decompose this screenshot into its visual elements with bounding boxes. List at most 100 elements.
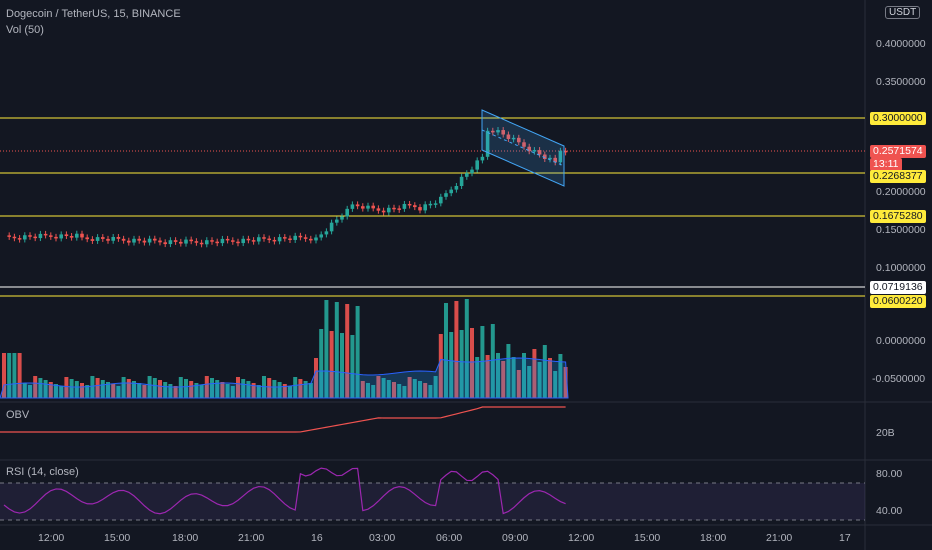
candle-body — [111, 236, 115, 241]
current-price-tag[interactable]: 0.2571574 — [870, 145, 926, 158]
volume-legend[interactable]: Vol (50) — [6, 24, 44, 36]
obv-legend[interactable]: OBV — [6, 409, 30, 421]
time-label: 03:00 — [369, 532, 396, 544]
volume-bar — [132, 381, 136, 398]
candle-body — [335, 219, 339, 223]
candle-body — [350, 204, 355, 209]
volume-bar — [308, 383, 313, 398]
volume-bar — [267, 378, 272, 398]
time-label: 21:00 — [766, 532, 793, 544]
candle-body — [236, 241, 240, 244]
candle-body — [153, 238, 157, 241]
candle-body — [179, 241, 183, 244]
candle-body — [381, 210, 386, 213]
candle-body — [548, 157, 552, 160]
candle-body — [194, 241, 199, 243]
time-label: 12:00 — [568, 532, 595, 544]
level-tag-5[interactable]: 0.0600220 — [870, 295, 926, 308]
candle-body — [116, 236, 121, 239]
candle-body — [23, 235, 27, 240]
time-label: 15:00 — [104, 532, 131, 544]
candle-body — [480, 156, 485, 161]
volume-bar — [454, 301, 459, 398]
candle-body — [423, 204, 427, 211]
rsi-line — [3, 467, 566, 515]
obv-axis-label: 20B — [876, 427, 895, 439]
candle-body — [173, 240, 178, 242]
volume-bar — [438, 334, 443, 398]
volume-bar — [485, 355, 490, 398]
candle-body — [95, 237, 100, 241]
volume-bar — [501, 361, 506, 398]
price-tick: -0.0500000 — [872, 373, 926, 385]
volume-bar — [381, 378, 386, 398]
volume-bar — [366, 383, 370, 398]
candle-body — [506, 134, 511, 139]
candle-body — [537, 150, 542, 155]
volume-bar — [475, 357, 480, 398]
candle-body — [132, 238, 136, 243]
volume-bar — [173, 386, 178, 398]
volume-bar — [246, 381, 251, 398]
volume-bar — [496, 353, 500, 398]
price-tick: 0.1000000 — [876, 262, 926, 274]
level-tag-2[interactable]: 0.2268377 — [870, 170, 926, 183]
symbol-title[interactable]: Dogecoin / TetherUS, 15, BINANCE — [6, 8, 181, 20]
volume-bar — [444, 303, 448, 398]
rsi-axis-label-40: 40.00 — [876, 505, 903, 517]
candle-body — [257, 237, 261, 242]
candle-body — [418, 207, 422, 211]
time-label: 09:00 — [502, 532, 529, 544]
volume-bar — [54, 384, 58, 398]
candle-body — [345, 208, 349, 217]
volume-bar — [7, 353, 12, 398]
volume-bar — [548, 358, 552, 398]
volume-bar — [355, 306, 360, 398]
candle-body — [225, 238, 230, 241]
candle-body — [428, 203, 433, 206]
volume-bar — [194, 383, 199, 398]
candle-body — [444, 193, 448, 197]
currency-badge[interactable]: USDT — [885, 6, 921, 19]
volume-bar — [168, 384, 173, 398]
volume-bar — [215, 380, 220, 398]
candle-body — [501, 130, 505, 135]
volume-bar — [126, 379, 131, 398]
candle-body — [28, 235, 32, 237]
rsi-legend[interactable]: RSI (14, close) — [6, 466, 79, 478]
volume-bar — [282, 384, 287, 398]
volume-bar — [392, 382, 396, 398]
volume-bar — [386, 380, 391, 398]
candle-body — [7, 235, 11, 237]
volume-bar — [433, 376, 438, 398]
candle-body — [43, 233, 48, 236]
level-tag-4[interactable]: 0.0719136 — [870, 281, 926, 294]
candle-body — [127, 240, 131, 243]
volume-bar — [350, 335, 355, 398]
volume-bar — [199, 385, 204, 398]
volume-bar — [371, 385, 376, 398]
volume-bar — [459, 330, 464, 398]
time-label: 18:00 — [172, 532, 199, 544]
volume-bar — [106, 382, 110, 398]
candle-body — [470, 169, 474, 174]
volume-bar — [59, 386, 64, 398]
volume-bar — [178, 377, 183, 398]
volume-bar — [38, 378, 43, 398]
candle-body — [106, 238, 110, 241]
volume-bar — [142, 385, 147, 398]
volume-bar — [210, 378, 214, 398]
candle-body — [184, 239, 188, 244]
time-label: 17 — [839, 532, 851, 544]
candle-body — [298, 235, 303, 238]
volume-bar — [256, 385, 261, 398]
level-tag-3[interactable]: 0.1675280 — [870, 210, 926, 223]
volume-bar — [537, 362, 542, 398]
candle-body — [283, 237, 287, 239]
candle-body — [309, 238, 313, 241]
time-label: 16 — [311, 532, 323, 544]
level-tag-1[interactable]: 0.3000000 — [870, 112, 926, 125]
volume-bar — [532, 349, 537, 398]
volume-bar — [397, 384, 402, 398]
